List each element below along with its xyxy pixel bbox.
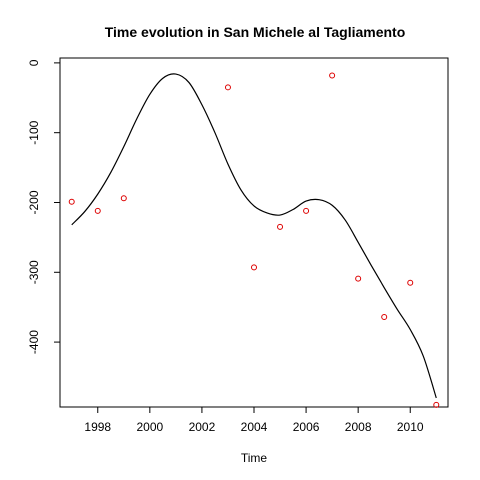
x-axis: 1998 2000 2002 2004 2006 2008 2010 [84, 406, 424, 434]
data-point [303, 207, 310, 214]
x-tick-label: 2010 [397, 420, 424, 434]
data-point [120, 195, 127, 202]
data-point [407, 279, 414, 286]
smooth-line [71, 73, 437, 399]
data-point [355, 275, 362, 282]
data-point [251, 264, 257, 271]
y-tick-label: -100 [27, 120, 41, 144]
points-layer [68, 72, 440, 408]
chart-title: Time evolution in San Michele al Tagliam… [105, 24, 406, 40]
y-axis: 0 -100 -200 -300 -400 [27, 59, 61, 354]
data-point [68, 198, 75, 205]
x-tick-label: 2004 [241, 420, 268, 434]
data-point [381, 313, 388, 320]
data-point [433, 401, 440, 408]
data-point [224, 84, 231, 91]
data-point [94, 207, 101, 214]
data-point [329, 72, 336, 79]
x-axis-label: Time [241, 451, 268, 465]
x-tick-label: 2008 [345, 420, 372, 434]
x-tick-label: 2002 [189, 420, 216, 434]
plot-frame [59, 57, 449, 408]
y-tick-label: -300 [27, 260, 41, 284]
y-tick-label: -200 [27, 190, 41, 214]
x-tick-label: 1998 [84, 420, 111, 434]
smooth-line-layer [71, 73, 437, 399]
y-tick-label: 0 [27, 59, 41, 66]
x-tick-label: 2000 [136, 420, 163, 434]
data-point [277, 223, 284, 230]
y-tick-label: -400 [27, 330, 41, 354]
x-tick-label: 2006 [293, 420, 320, 434]
